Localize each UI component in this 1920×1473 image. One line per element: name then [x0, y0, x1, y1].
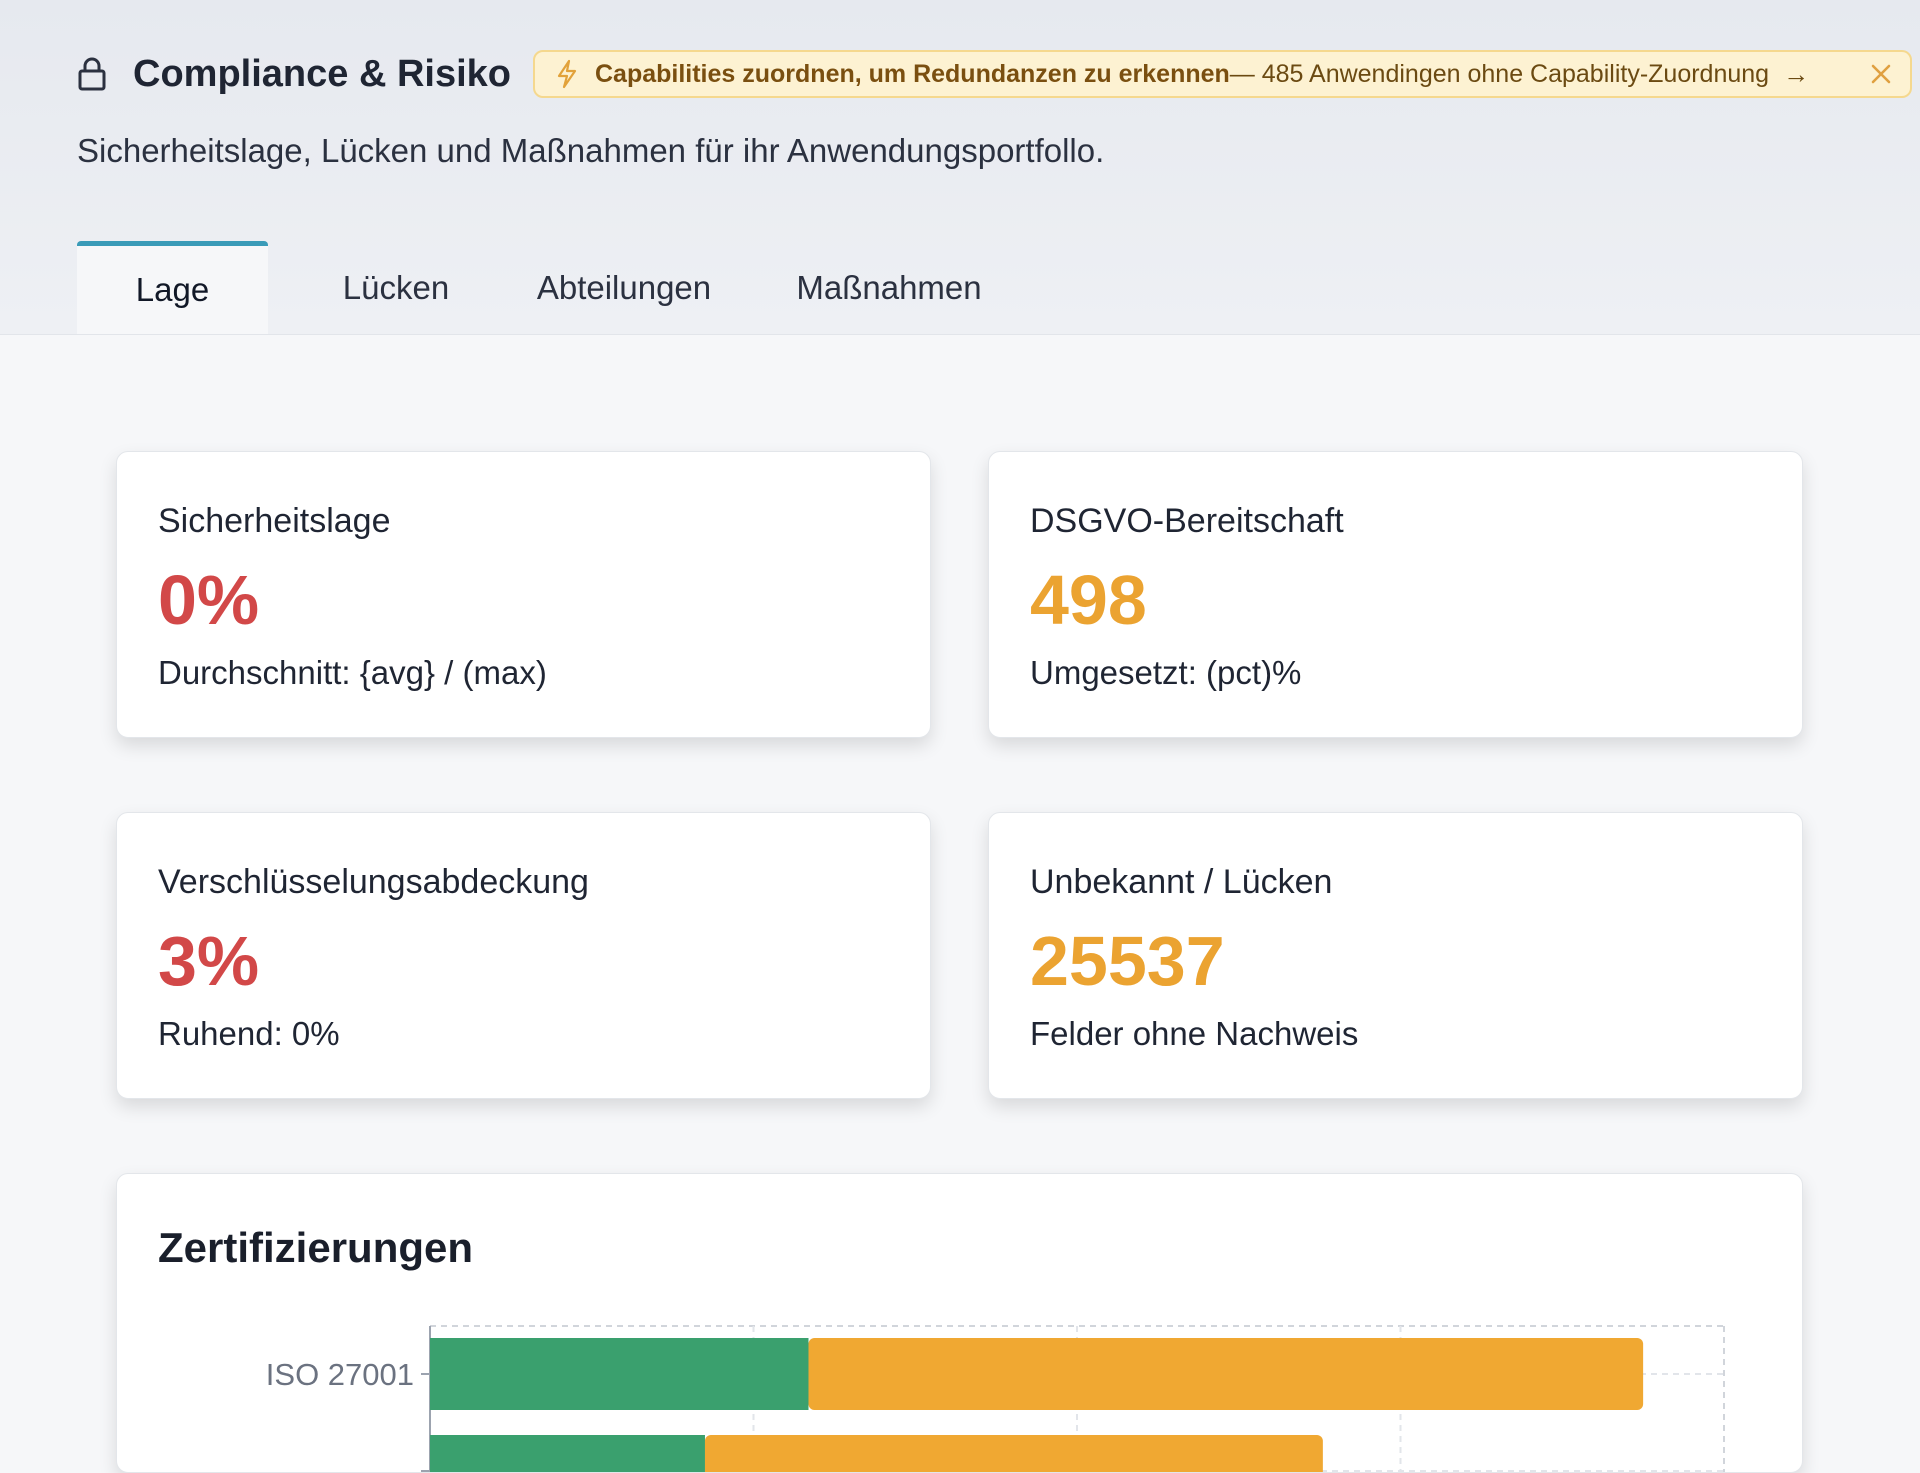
card-subtext: Ruhend: 0% [158, 1015, 340, 1052]
arrow-right-icon[interactable]: → [1783, 58, 1810, 89]
tab-abteilungen[interactable]: Abteilungen [536, 268, 712, 306]
capability-banner[interactable]: Capabilities zuordnen, um Redundanzen zu… [532, 50, 1912, 98]
bar-segment [808, 1338, 1644, 1410]
tab-massnahmen[interactable]: Maßnahmen [796, 268, 982, 306]
banner-strong-text[interactable]: Capabilities zuordnen, um Redundanzen zu… [594, 59, 1230, 88]
y-tick-label: ISO 27001 [266, 1357, 414, 1392]
card-value: 3% [158, 922, 260, 1000]
banner-detail-text[interactable]: — 485 Anwendingen ohne Capability-Zuordn… [1229, 59, 1770, 88]
card-label: DSGVO-Bereitschaft [1030, 502, 1344, 540]
header-row: Compliance & Risiko Capabilities zuordne… [77, 48, 1912, 100]
card-label: Sicherheitslage [158, 502, 391, 540]
lock-icon [77, 55, 111, 93]
card-value: 25537 [1030, 922, 1225, 1000]
bar-segment [704, 1435, 1323, 1472]
page-subtitle: Sicherheitslage, Lücken und Maßnahmen fü… [77, 132, 1105, 169]
card-label: Unbekannt / Lücken [1030, 863, 1333, 901]
card-subtext: Durchschnitt: {avg} / (max) [158, 654, 547, 691]
certifications-title: Zertifizierungen [158, 1224, 474, 1271]
tab-bar: Lage Lücken Abteilungen Maßnahmen [77, 241, 1054, 334]
lightning-icon [555, 59, 581, 89]
certifications-card: Zertifizierungen ISO 27001 [116, 1173, 1803, 1473]
bar-segment [430, 1338, 809, 1410]
certifications-chart: ISO 27001 [266, 1325, 1725, 1472]
close-icon[interactable] [1868, 61, 1894, 87]
gdpr-readiness-card: DSGVO-Bereitschaft 498 Umgesetzt: (pct)% [988, 451, 1803, 738]
card-subtext: Felder ohne Nachweis [1030, 1015, 1359, 1052]
encryption-coverage-card: Verschlüsselungsabdeckung 3% Ruhend: 0% [116, 812, 931, 1099]
security-posture-card: Sicherheitslage 0% Durchschnitt: {avg} /… [116, 451, 931, 738]
unknown-gaps-card: Unbekannt / Lücken 25537 Felder ohne Nac… [988, 812, 1803, 1099]
page-title: Compliance & Risiko [133, 52, 511, 95]
card-label: Verschlüsselungsabdeckung [158, 863, 589, 901]
bar-segment [430, 1435, 705, 1472]
tab-lage[interactable]: Lage [77, 241, 268, 334]
card-value: 0% [158, 561, 260, 639]
tab-luecken[interactable]: Lücken [342, 268, 450, 306]
card-subtext: Umgesetzt: (pct)% [1030, 654, 1302, 691]
card-value: 498 [1030, 561, 1147, 639]
